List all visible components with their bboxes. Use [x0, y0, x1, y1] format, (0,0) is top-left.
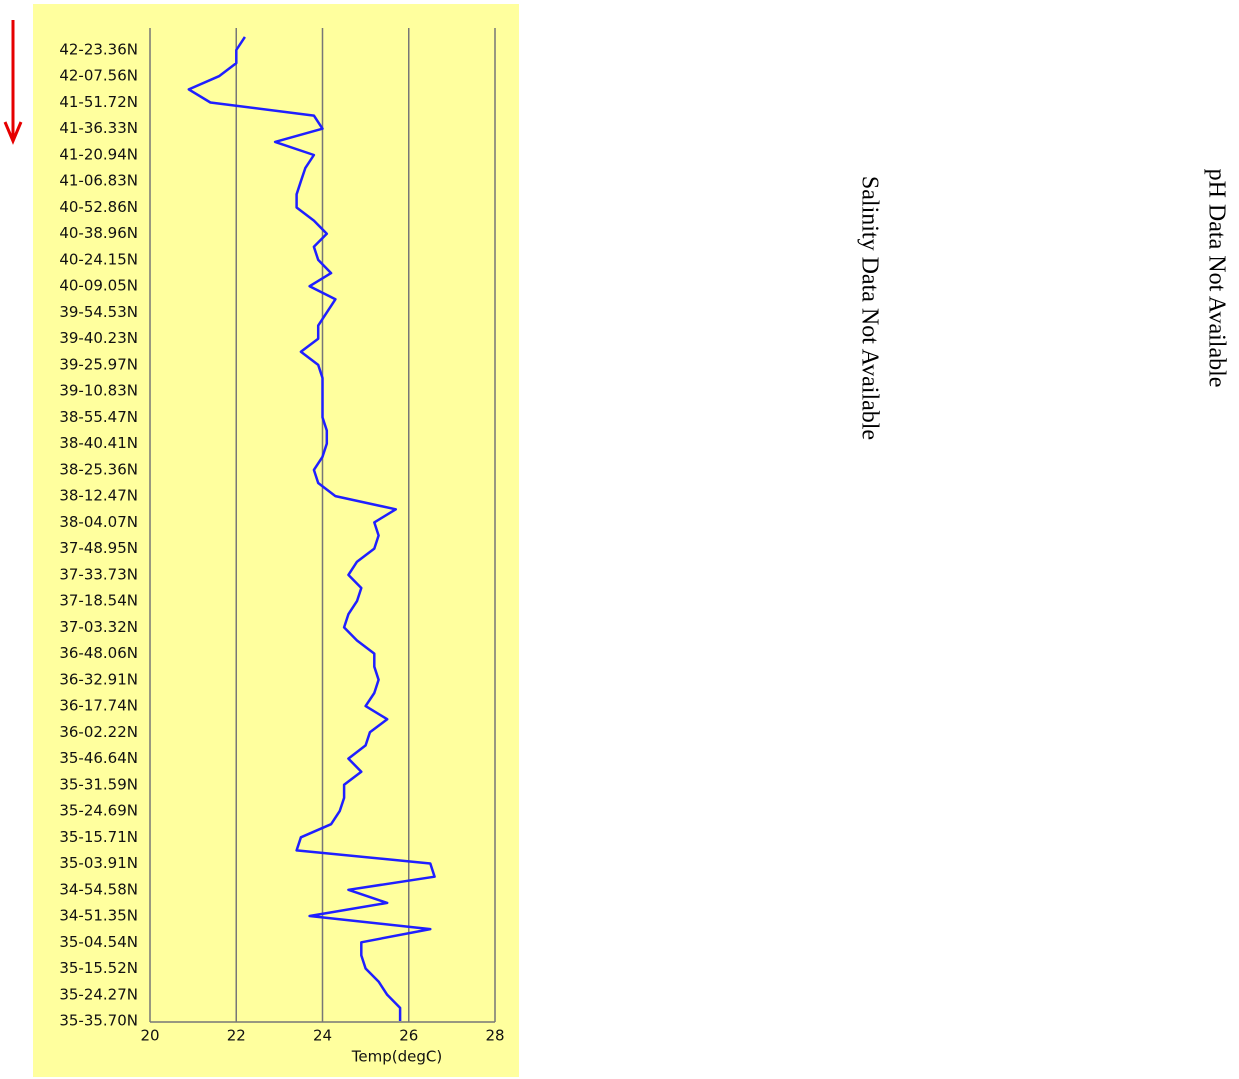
y-tick-label: 39-10.83N — [59, 382, 138, 400]
chart-panel — [33, 4, 519, 1077]
y-tick-label: 34-54.58N — [59, 880, 138, 898]
y-tick-label: 41-51.72N — [59, 93, 138, 111]
y-tick-label: 35-35.70N — [59, 1012, 138, 1030]
y-tick-label: 34-51.35N — [59, 907, 138, 925]
temp-line — [187, 36, 436, 1021]
y-tick-label: 35-31.59N — [59, 775, 138, 793]
y-tick-label: 41-06.83N — [59, 172, 138, 190]
y-tick-label: 37-18.54N — [59, 592, 138, 610]
y-tick-label: 35-15.52N — [59, 959, 138, 977]
y-tick-label: 40-52.86N — [59, 198, 138, 216]
y-tick-label: 42-23.36N — [59, 41, 138, 59]
y-tick-label: 35-24.27N — [59, 985, 138, 1003]
y-tick-label: 37-03.32N — [59, 618, 138, 636]
y-tick-label: 35-46.64N — [59, 749, 138, 767]
y-tick-label: 41-36.33N — [59, 119, 138, 137]
x-tick-label: 22 — [227, 1027, 246, 1045]
salinity-note: Salinity Data Not Available — [856, 176, 882, 440]
y-tick-label: 38-25.36N — [59, 460, 138, 478]
x-axis-label: Temp(degC) — [351, 1048, 442, 1066]
y-tick-label: 38-12.47N — [59, 487, 138, 505]
y-tick-label: 35-24.69N — [59, 802, 138, 820]
y-tick-label: 42-07.56N — [59, 67, 138, 85]
direction-arrow-head — [3, 121, 23, 145]
y-tick-label: 36-17.74N — [59, 697, 138, 715]
y-tick-label: 36-02.22N — [59, 723, 138, 741]
y-tick-label: 35-03.91N — [59, 854, 138, 872]
y-tick-label: 37-48.95N — [59, 539, 138, 557]
y-tick-label: 35-04.54N — [59, 933, 138, 951]
y-tick-label: 36-48.06N — [59, 644, 138, 662]
y-tick-label: 38-04.07N — [59, 513, 138, 531]
y-tick-label: 38-40.41N — [59, 434, 138, 452]
y-tick-label: 40-24.15N — [59, 250, 138, 268]
x-tick-label: 20 — [140, 1027, 159, 1045]
y-tick-label: 39-40.23N — [59, 329, 138, 347]
ph-note: pH Data Not Available — [1203, 169, 1229, 388]
y-tick-label: 39-25.97N — [59, 355, 138, 373]
x-tick-label: 24 — [313, 1027, 332, 1045]
x-tick-label: 28 — [485, 1027, 504, 1045]
y-tick-label: 40-09.05N — [59, 277, 138, 295]
y-tick-label: 39-54.53N — [59, 303, 138, 321]
y-tick-label: 41-20.94N — [59, 145, 138, 163]
y-tick-label: 37-33.73N — [59, 565, 138, 583]
x-tick-label: 26 — [399, 1027, 418, 1045]
y-tick-label: 36-32.91N — [59, 670, 138, 688]
y-tick-label: 38-55.47N — [59, 408, 138, 426]
y-tick-label: 40-38.96N — [59, 224, 138, 242]
y-tick-label: 35-15.71N — [59, 828, 138, 846]
